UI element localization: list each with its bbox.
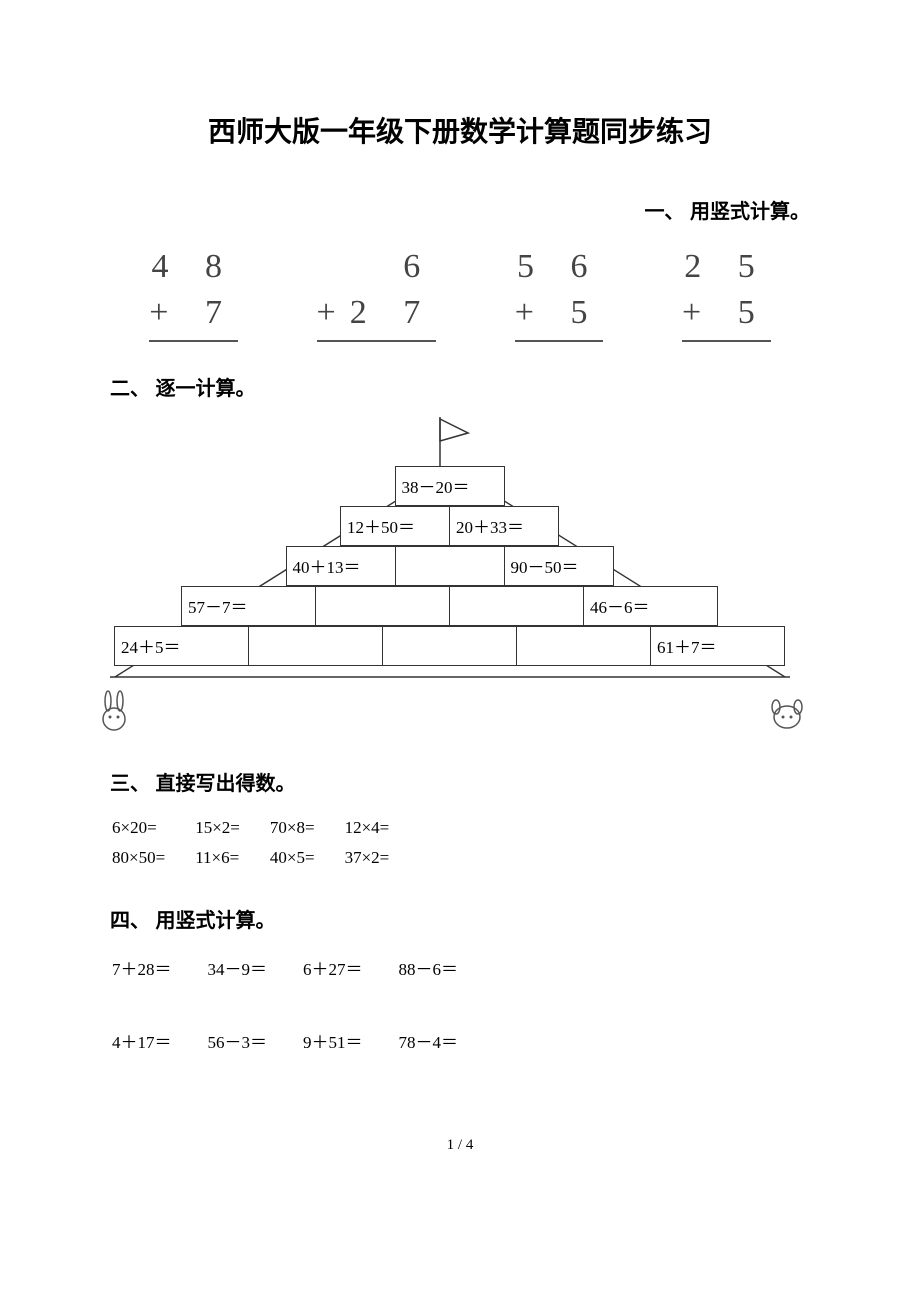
- vcalc-top: 2 5: [684, 244, 771, 290]
- cell: 7＋28＝: [112, 951, 206, 1022]
- brick: [449, 586, 584, 626]
- brick: [248, 626, 383, 666]
- cell: 40×5=: [270, 844, 343, 872]
- section-4-label: 四、 用竖式计算。: [110, 904, 810, 933]
- cell: 37×2=: [345, 844, 418, 872]
- section-2-label: 二、 逐一计算。: [110, 372, 810, 401]
- cell: 80×50=: [112, 844, 193, 872]
- vcalc-item: 2 5 + 5: [682, 244, 771, 342]
- cell: 4＋17＝: [112, 1024, 206, 1095]
- vcalc-top: 4 8: [151, 244, 238, 290]
- cell: 88－6＝: [399, 951, 493, 1022]
- vcalc-item: 4 8 + 7: [149, 244, 238, 342]
- cell: 34－9＝: [208, 951, 302, 1022]
- brick: [516, 626, 651, 666]
- page-number: 1 / 4: [110, 1137, 810, 1154]
- cell: 9＋51＝: [303, 1024, 397, 1095]
- cell: 15×2=: [195, 814, 268, 842]
- cell: 11×6=: [195, 844, 268, 872]
- mental-calc-table: 6×20= 15×2= 70×8= 12×4= 80×50= 11×6= 40×…: [110, 812, 419, 874]
- vertical-calc2-table: 7＋28＝ 34－9＝ 6＋27＝ 88－6＝ 4＋17＝ 56－3＝ 9＋51…: [110, 949, 494, 1097]
- brick: 24＋5＝: [114, 626, 249, 666]
- vcalc-bottom: + 5: [682, 290, 771, 342]
- cell: 56－3＝: [208, 1024, 302, 1095]
- pyramid: 38－20＝ 12＋50＝ 20＋33＝ 40＋13＝ 90－50＝ 57－7＝…: [110, 417, 790, 737]
- cell: 78－4＝: [399, 1024, 493, 1095]
- vcalc-bottom: +2 7: [317, 290, 437, 342]
- cell: 12×4=: [345, 814, 418, 842]
- vertical-calc-row: 4 8 + 7 6 +2 7 5 6 + 5 2 5 + 5: [110, 244, 810, 342]
- vcalc-top: 6: [403, 244, 436, 290]
- brick: 40＋13＝: [286, 546, 396, 586]
- vcalc-bottom: + 7: [149, 290, 238, 342]
- brick: 20＋33＝: [449, 506, 559, 546]
- table-row: 7＋28＝ 34－9＝ 6＋27＝ 88－6＝: [112, 951, 492, 1022]
- cell: 6＋27＝: [303, 951, 397, 1022]
- page-title: 西师大版一年级下册数学计算题同步练习: [110, 110, 810, 150]
- brick: [382, 626, 517, 666]
- vcalc-item: 5 6 + 5: [515, 244, 604, 342]
- brick: [395, 546, 505, 586]
- brick: 61＋7＝: [650, 626, 785, 666]
- vcalc-item: 6 +2 7: [317, 244, 437, 342]
- table-row: 80×50= 11×6= 40×5= 37×2=: [112, 844, 417, 872]
- brick: 12＋50＝: [340, 506, 450, 546]
- vcalc-bottom: + 5: [515, 290, 604, 342]
- flag-icon: [110, 417, 790, 467]
- brick: 90－50＝: [504, 546, 614, 586]
- table-row: 4＋17＝ 56－3＝ 9＋51＝ 78－4＝: [112, 1024, 492, 1095]
- brick: 46－6＝: [583, 586, 718, 626]
- section-1-label: 一、 用竖式计算。: [110, 195, 810, 224]
- vcalc-top: 5 6: [517, 244, 604, 290]
- section-3-label: 三、 直接写出得数。: [110, 767, 810, 796]
- brick: 38－20＝: [395, 466, 505, 506]
- table-row: 6×20= 15×2= 70×8= 12×4=: [112, 814, 417, 842]
- cell: 6×20=: [112, 814, 193, 842]
- brick: [315, 586, 450, 626]
- cell: 70×8=: [270, 814, 343, 842]
- brick: 57－7＝: [181, 586, 316, 626]
